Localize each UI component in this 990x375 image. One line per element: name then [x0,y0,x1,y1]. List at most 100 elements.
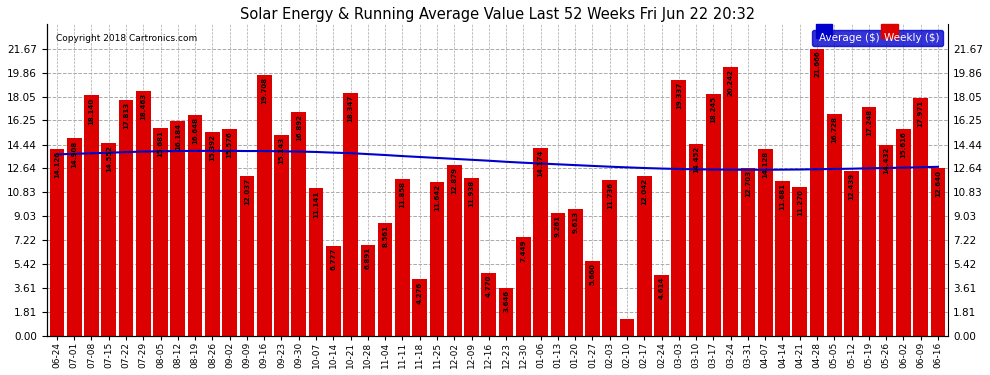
Text: 18.463: 18.463 [141,93,147,120]
Text: 18.140: 18.140 [88,98,94,124]
Text: 12.703: 12.703 [744,170,751,196]
Bar [67,138,81,336]
Text: 16.648: 16.648 [192,117,198,144]
Bar [223,129,237,336]
Text: 7.449: 7.449 [521,239,527,262]
Text: 15.392: 15.392 [210,134,216,161]
Text: 14.552: 14.552 [106,145,112,172]
Bar [534,148,547,336]
Bar [568,209,582,336]
Bar [792,187,807,336]
Bar [671,80,686,336]
Text: 21.666: 21.666 [814,51,820,77]
Bar [516,237,531,336]
Text: 11.270: 11.270 [797,189,803,216]
Text: 16.184: 16.184 [175,123,181,150]
Bar [136,91,150,336]
Bar [170,122,185,336]
Bar [101,143,116,336]
Bar [654,275,669,336]
Text: 16.728: 16.728 [832,116,838,143]
Text: 14.174: 14.174 [538,150,544,177]
Text: 14.432: 14.432 [883,147,889,174]
Text: 9.261: 9.261 [554,215,561,237]
Bar [914,98,928,336]
Text: 14.452: 14.452 [693,146,699,174]
Bar [550,213,565,336]
Text: 16.892: 16.892 [296,114,302,141]
Bar [775,181,790,336]
Bar [844,171,859,336]
Bar [309,188,324,336]
Text: 5.660: 5.660 [589,263,595,285]
Bar [395,179,410,336]
Bar [413,279,427,336]
Text: Copyright 2018 Cartronics.com: Copyright 2018 Cartronics.com [55,34,197,43]
Bar [620,319,635,336]
Bar [240,176,254,336]
Bar [274,135,289,336]
Bar [464,178,479,336]
Text: 14.128: 14.128 [762,151,768,178]
Text: 17.248: 17.248 [866,109,872,136]
Text: 17.971: 17.971 [918,100,924,127]
Bar [758,148,772,336]
Text: 8.561: 8.561 [382,225,388,247]
Bar [446,165,461,336]
Text: 4.770: 4.770 [486,275,492,297]
Text: 12.042: 12.042 [642,178,647,206]
Text: 14.126: 14.126 [53,151,60,178]
Text: 6.777: 6.777 [331,248,337,270]
Bar [378,223,392,336]
Bar [861,107,876,336]
Bar [741,168,755,336]
Bar [879,145,893,336]
Bar [481,273,496,336]
Title: Solar Energy & Running Average Value Last 52 Weeks Fri Jun 22 20:32: Solar Energy & Running Average Value Las… [240,7,755,22]
Text: 11.642: 11.642 [434,184,440,211]
Text: 15.616: 15.616 [900,131,907,158]
Bar [344,93,358,336]
Bar [499,288,514,336]
Bar [585,261,600,336]
Text: 19.708: 19.708 [261,76,267,104]
Bar [724,68,738,336]
Bar [256,75,271,336]
Bar [706,94,721,336]
Text: 6.891: 6.891 [365,247,371,269]
Text: 15.576: 15.576 [227,131,233,158]
Bar [360,245,375,336]
Bar [326,246,341,336]
Text: 18.347: 18.347 [347,94,353,122]
Text: 11.141: 11.141 [313,190,319,217]
Text: 4.276: 4.276 [417,282,423,304]
Bar [810,49,825,336]
Text: 12.640: 12.640 [935,170,940,197]
Bar [84,95,99,336]
Bar [637,176,651,336]
Bar [291,112,306,336]
Bar [430,182,445,336]
Legend: Average ($), Weekly ($): Average ($), Weekly ($) [813,30,943,46]
Bar [119,100,134,336]
Bar [153,128,168,336]
Text: 15.681: 15.681 [157,130,163,157]
Bar [188,115,202,336]
Text: 12.879: 12.879 [451,167,457,194]
Text: 18.245: 18.245 [711,96,717,123]
Text: 9.613: 9.613 [572,211,578,233]
Bar [689,144,704,336]
Bar [205,132,220,336]
Text: 12.439: 12.439 [848,173,854,200]
Bar [602,180,617,336]
Bar [50,149,64,336]
Text: 12.037: 12.037 [244,178,249,206]
Bar [827,114,842,336]
Text: 11.736: 11.736 [607,182,613,209]
Bar [896,129,911,336]
Text: 20.242: 20.242 [728,69,734,96]
Text: 15.143: 15.143 [278,137,284,164]
Text: 17.813: 17.813 [123,102,129,129]
Text: 11.858: 11.858 [399,181,406,208]
Text: 11.938: 11.938 [468,180,474,207]
